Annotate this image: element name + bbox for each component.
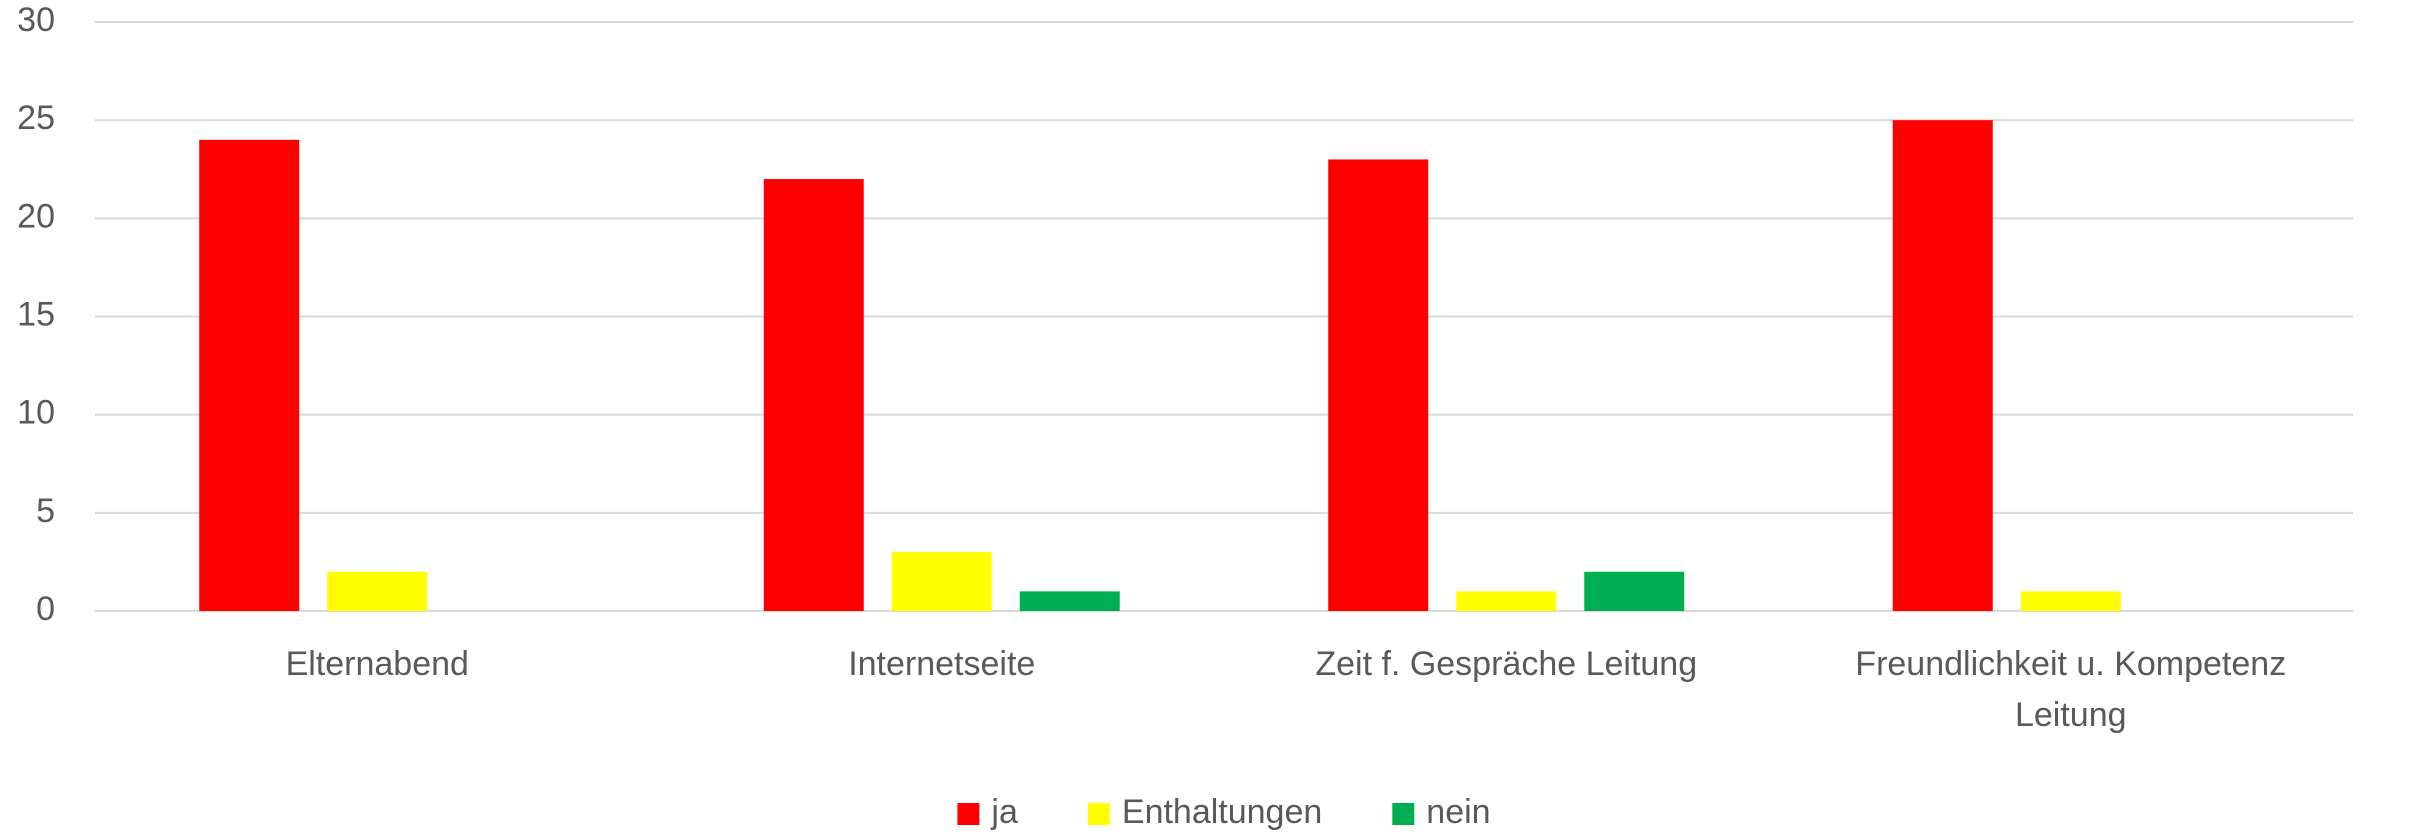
x-tick-label: Zeit f. Gespräche Leitung <box>1315 645 1697 683</box>
bar <box>327 571 428 611</box>
bar <box>199 139 300 612</box>
bar <box>1584 571 1685 611</box>
y-tick-label: 25 <box>17 99 55 137</box>
y-tick-label: 20 <box>17 197 55 235</box>
y-tick-label: 5 <box>36 492 55 530</box>
bar <box>763 179 864 612</box>
bar <box>2020 591 2121 611</box>
bar <box>1456 591 1557 611</box>
legend-label: Enthaltungen <box>1122 793 1322 831</box>
legend-label: nein <box>1426 793 1490 831</box>
legend-swatch <box>1087 803 1110 825</box>
x-tick-label: Freundlichkeit u. Kompetenz Leitung <box>1855 645 2286 734</box>
bar <box>1019 591 1120 611</box>
x-tick-label: Internetseite <box>848 645 1035 683</box>
legend-label: ja <box>990 793 1018 831</box>
bar <box>1892 120 1993 612</box>
bar <box>891 552 992 611</box>
legend-swatch <box>1392 803 1415 825</box>
legend-swatch <box>957 803 980 825</box>
y-tick-label: 30 <box>17 1 55 39</box>
x-tick-label: Elternabend <box>286 645 469 683</box>
bar <box>1328 159 1429 611</box>
y-tick-label: 10 <box>17 394 55 432</box>
y-tick-label: 15 <box>17 295 55 333</box>
y-tick-label: 0 <box>36 590 55 628</box>
